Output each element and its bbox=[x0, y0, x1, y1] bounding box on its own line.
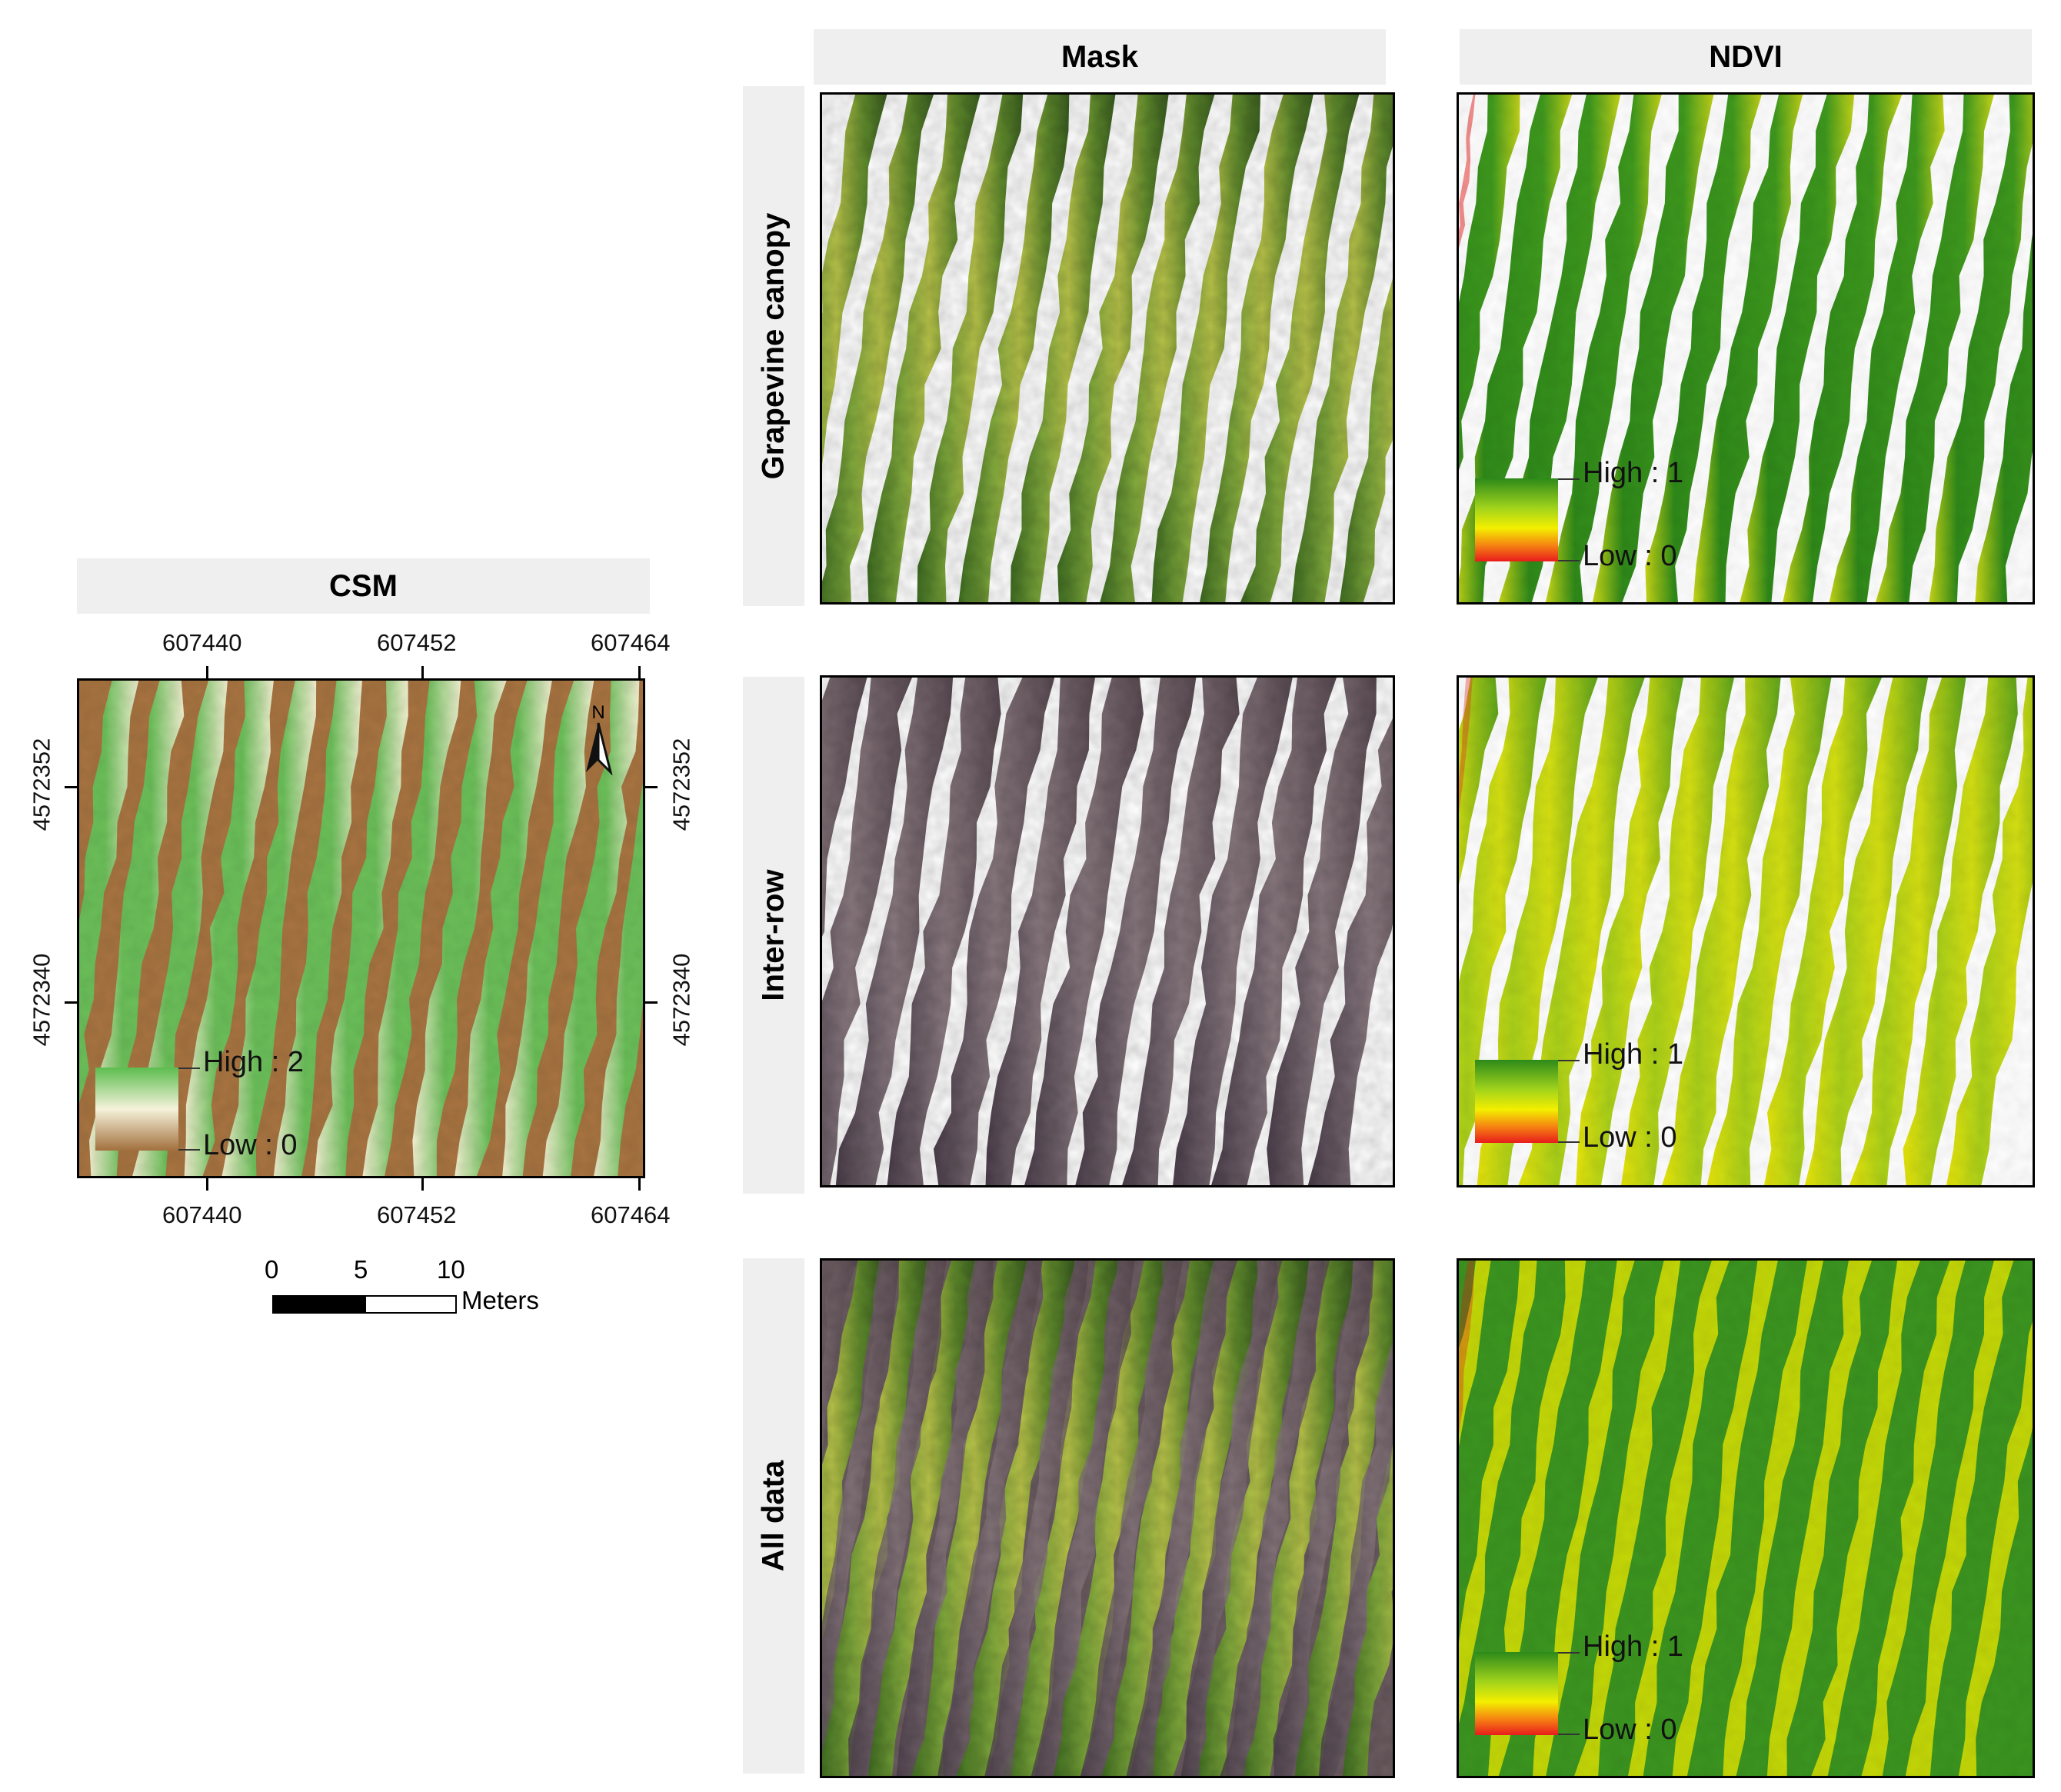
axis-tick bbox=[65, 786, 77, 788]
mask-header: Mask bbox=[814, 29, 1386, 85]
x-tick-top-3: 607464 bbox=[591, 629, 671, 656]
y-tick-right-2: 4572340 bbox=[668, 953, 695, 1047]
scale-tick-10: 10 bbox=[437, 1255, 465, 1284]
csm-legend-low: Low : 0 bbox=[203, 1129, 298, 1161]
axis-tick bbox=[206, 666, 208, 678]
ndvi-legend-low: Low : 0 bbox=[1583, 540, 1677, 572]
scale-tick-5: 5 bbox=[354, 1255, 368, 1284]
x-tick-top-2: 607452 bbox=[377, 629, 457, 656]
x-tick-bottom-3: 607464 bbox=[591, 1201, 671, 1228]
ndvi-inter-row bbox=[1457, 675, 2035, 1187]
axis-tick bbox=[421, 666, 424, 678]
ndvi-header: NDVI bbox=[1460, 29, 2032, 85]
scale-bar: 0 5 10 Meters bbox=[261, 1255, 569, 1317]
x-tick-bottom-1: 607440 bbox=[162, 1201, 242, 1228]
y-tick-left-2: 4572340 bbox=[28, 953, 55, 1047]
axis-tick bbox=[638, 1178, 641, 1191]
ndvi-legend-high: High : 1 bbox=[1583, 1630, 1683, 1663]
ndvi-legend-ramp bbox=[1475, 1652, 1558, 1735]
axis-tick bbox=[65, 1001, 77, 1004]
ndvi-legend-ramp bbox=[1475, 1060, 1558, 1143]
north-arrow-icon: N bbox=[581, 698, 615, 776]
x-tick-bottom-2: 607452 bbox=[377, 1201, 457, 1228]
ndvi-legend-high: High : 1 bbox=[1583, 457, 1683, 489]
ndvi-legend-high: High : 1 bbox=[1583, 1038, 1683, 1071]
row-label-inter-row: Inter-row bbox=[743, 677, 804, 1194]
y-tick-right-1: 4572352 bbox=[668, 738, 695, 831]
scale-tick-0: 0 bbox=[265, 1255, 279, 1284]
ndvi-legend-low: Low : 0 bbox=[1583, 1714, 1677, 1746]
axis-tick bbox=[421, 1178, 424, 1191]
mask-inter-row bbox=[820, 675, 1395, 1187]
mask-all-data bbox=[820, 1258, 1395, 1778]
north-letter: N bbox=[591, 702, 604, 723]
axis-tick bbox=[645, 1001, 658, 1004]
axis-tick bbox=[645, 786, 658, 788]
scale-unit: Meters bbox=[461, 1286, 539, 1314]
axis-tick bbox=[638, 666, 641, 678]
axis-tick bbox=[206, 1178, 208, 1191]
row-label-all-data: All data bbox=[743, 1258, 804, 1774]
row-label-grapevine-canopy: Grapevine canopy bbox=[743, 86, 804, 606]
x-tick-top-1: 607440 bbox=[162, 629, 242, 656]
mask-grapevine-canopy bbox=[820, 92, 1395, 605]
ndvi-legend-low: Low : 0 bbox=[1583, 1121, 1677, 1154]
csm-legend-ramp bbox=[95, 1068, 178, 1151]
ndvi-legend-ramp bbox=[1475, 478, 1558, 561]
y-tick-left-1: 4572352 bbox=[28, 738, 55, 831]
csm-header: CSM bbox=[77, 558, 650, 614]
csm-legend-high: High : 2 bbox=[203, 1046, 304, 1078]
